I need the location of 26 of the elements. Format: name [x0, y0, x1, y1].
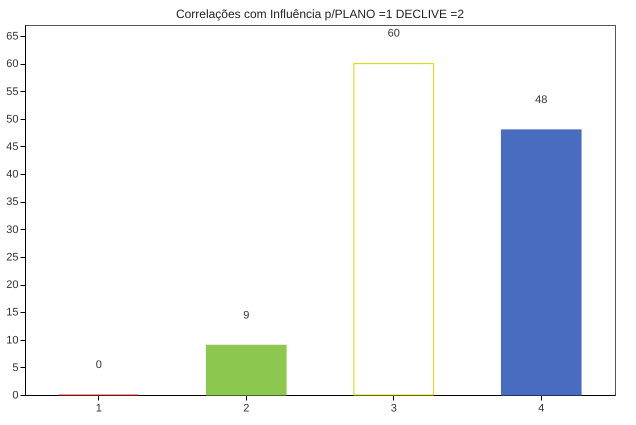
- x-tick-label: 1: [96, 402, 102, 414]
- y-tick-label: 40: [6, 168, 18, 181]
- y-tick-label: 10: [6, 334, 18, 346]
- bar: [206, 344, 287, 396]
- y-tick-label: 50: [6, 113, 18, 126]
- bar: [500, 129, 582, 396]
- y-tick-label: 25: [6, 251, 18, 264]
- data-label: 0: [96, 359, 102, 371]
- y-tick-label: 30: [6, 224, 18, 236]
- data-label: 60: [388, 28, 400, 40]
- chart-title: Correlações com Influência p/PLANO =1 DECLIVE =2: [176, 7, 464, 21]
- data-label: 9: [243, 309, 250, 322]
- x-tick-label: 3: [390, 402, 397, 414]
- bar: [353, 63, 434, 396]
- y-tick-label: 20: [6, 279, 18, 292]
- y-tick-label: 35: [6, 196, 18, 208]
- x-tick-label: 2: [243, 402, 250, 414]
- x-tick-label: 4: [538, 402, 544, 414]
- y-tick-label: 15: [6, 306, 18, 319]
- y-tick-label: 45: [6, 140, 18, 153]
- y-tick-label: 0: [12, 390, 18, 402]
- y-tick-label: 5: [12, 362, 18, 374]
- y-tick-label: 55: [6, 86, 18, 98]
- data-label: 48: [535, 94, 548, 106]
- y-tick-label: 65: [6, 30, 18, 43]
- y-tick-label: 60: [6, 58, 18, 70]
